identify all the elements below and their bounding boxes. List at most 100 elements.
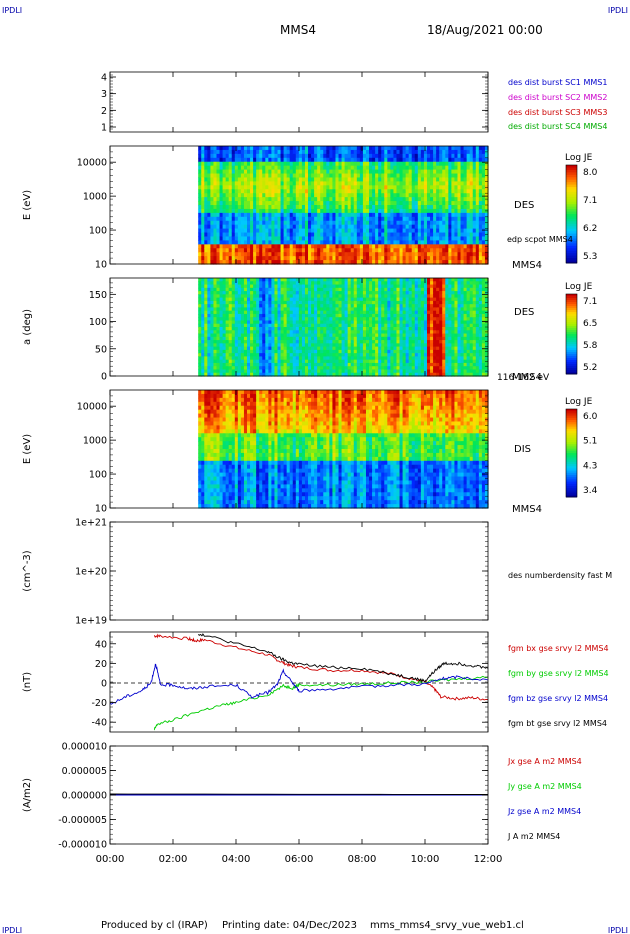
spectrogram-cell — [320, 149, 324, 155]
spectrogram-cell — [271, 256, 276, 261]
spectrogram-cell — [216, 359, 221, 364]
spectrogram-cell — [375, 161, 379, 167]
spectrogram-cell — [335, 228, 340, 234]
spectrogram-cell — [274, 224, 279, 230]
spectrogram-cell — [417, 197, 422, 202]
spectrogram-cell — [436, 205, 440, 210]
colorbar-segment — [566, 214, 577, 217]
spectrogram-cell — [472, 205, 477, 210]
spectrogram-cell — [326, 161, 330, 167]
spectrogram-cell — [317, 343, 321, 348]
spectrogram-cell — [265, 336, 269, 341]
spectrogram-cell — [347, 356, 352, 361]
spectrogram-cell — [396, 169, 401, 175]
spectrogram-cell — [280, 297, 285, 302]
spectrogram-cell — [332, 157, 337, 163]
spectrogram-cell — [402, 157, 407, 163]
spectrogram-cell — [225, 146, 230, 151]
spectrogram-cell — [301, 323, 306, 328]
spectrogram-cell — [280, 240, 285, 245]
spectrogram-cell — [240, 356, 245, 361]
spectrogram-cell — [265, 248, 269, 253]
spectrogram-cell — [448, 248, 452, 253]
spectrogram-cell — [344, 317, 349, 322]
spectrogram-cell — [225, 300, 230, 305]
spectrogram-cell — [283, 216, 288, 222]
spectrogram-cell — [286, 201, 291, 206]
spectrogram-cell — [381, 201, 385, 206]
spectrogram-cell — [442, 185, 446, 190]
spectrogram-cell — [243, 201, 248, 206]
spectrogram-cell — [347, 256, 352, 261]
spectrogram-cell — [256, 181, 260, 186]
spectrogram-cell — [292, 294, 297, 299]
spectrogram-cell — [289, 359, 294, 364]
spectrogram-cell — [268, 173, 273, 179]
spectrogram-cell — [271, 220, 276, 226]
spectrogram-cell — [405, 220, 410, 226]
spectrogram-cell — [207, 248, 212, 253]
spectrogram-cell — [341, 313, 346, 318]
spectrogram-cell — [222, 248, 227, 253]
spectrogram-cell — [219, 310, 224, 315]
spectrogram-cell — [323, 281, 327, 286]
spectrogram-cell — [204, 185, 208, 190]
spectrogram-cell — [204, 346, 208, 351]
spectrogram-cell — [283, 256, 288, 261]
spectrogram-cell — [335, 297, 340, 302]
spectrogram-cell — [384, 307, 388, 312]
spectrogram-cell — [341, 317, 346, 322]
spectrogram-cell — [332, 256, 337, 261]
spectrogram-cell — [423, 256, 428, 261]
spectrogram-cell — [219, 359, 224, 364]
spectrogram-cell — [353, 300, 358, 305]
spectrogram-cell — [475, 161, 480, 167]
spectrogram-cell — [286, 260, 291, 265]
spectrogram-cell — [247, 177, 251, 182]
spectrogram-cell — [399, 169, 404, 175]
spectrogram-cell — [338, 146, 343, 151]
spectrogram-cell — [231, 189, 236, 194]
spectrogram-cell — [213, 149, 218, 155]
spectrogram-cell — [247, 212, 251, 218]
spectrogram-cell — [381, 353, 385, 357]
spectrogram-cell — [466, 185, 471, 190]
spectrogram-cell — [283, 313, 288, 318]
y-tick-label: 10000 — [77, 158, 107, 169]
spectrogram-cell — [213, 372, 218, 377]
spectrogram-cell — [256, 161, 260, 167]
spectrogram-cell — [234, 284, 239, 289]
spectrogram-cell — [436, 212, 440, 218]
spectrogram-cell — [393, 333, 398, 338]
spectrogram-cell — [253, 327, 257, 331]
spectrogram-cell — [314, 284, 318, 289]
spectrogram-cell — [317, 157, 321, 163]
spectrogram-cell — [225, 323, 230, 328]
spectrogram-cell — [356, 291, 361, 295]
spectrogram-cell — [292, 212, 297, 218]
spectrogram-cell — [353, 189, 358, 194]
spectrogram-cell — [350, 252, 355, 257]
spectrogram-cell — [430, 169, 434, 175]
spectrogram-cell — [405, 146, 410, 151]
spectrogram-cell — [335, 304, 340, 308]
spectrogram-cell — [362, 193, 367, 198]
spectrogram-cell — [365, 185, 370, 190]
spectrogram-cell — [219, 260, 224, 265]
spectrogram-cell — [390, 294, 395, 299]
spectrogram-cell — [405, 240, 410, 245]
spectrogram-cell — [277, 343, 282, 348]
spectrogram-cell — [393, 197, 398, 202]
spectrogram-cell — [369, 157, 373, 163]
spectrogram-cell — [265, 297, 269, 302]
spectrogram-cell — [344, 362, 349, 367]
spectrogram-cell — [463, 181, 468, 186]
spectrogram-cell — [247, 169, 251, 175]
spectrogram-cell — [335, 320, 340, 325]
spectrogram-cell — [454, 208, 459, 214]
spectrogram-cell — [399, 177, 404, 182]
spectrogram-cell — [414, 161, 419, 167]
spectrogram-cell — [256, 297, 260, 302]
spectrogram-cell — [439, 153, 443, 159]
spectrogram-cell — [369, 307, 373, 312]
